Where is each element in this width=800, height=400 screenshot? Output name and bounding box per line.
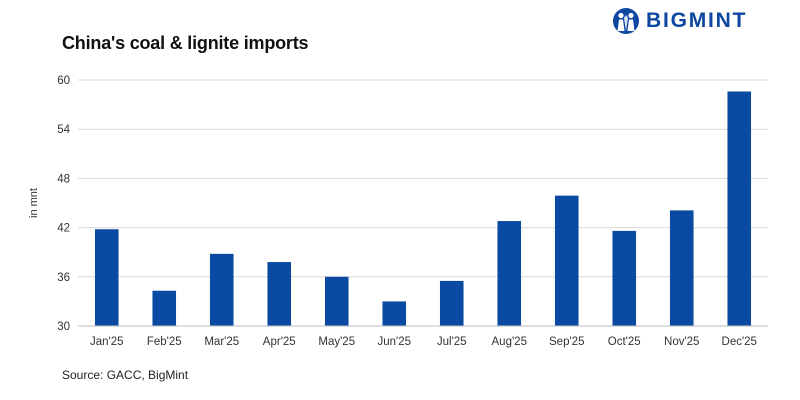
bar-may-25 [324, 276, 349, 326]
x-tick-label: Apr'25 [263, 336, 296, 348]
x-tick-label: Jun'25 [377, 336, 411, 348]
bar-aug-25 [497, 221, 522, 326]
chart-gridlines [78, 79, 768, 278]
chart-title: China's coal & lignite imports [62, 33, 309, 53]
x-tick-label: Dec'25 [722, 336, 757, 348]
bar-jul-25 [439, 280, 464, 326]
y-tick-label: 30 [57, 321, 70, 333]
bigmint-people-icon [613, 8, 639, 34]
bar-dec-25 [727, 91, 752, 326]
y-tick-label: 48 [57, 173, 70, 185]
x-tick-label: Nov'25 [664, 336, 699, 348]
y-axis-label: in mnt [28, 188, 40, 218]
x-axis-ticks: Jan'25 Feb'25 Mar'25 Apr'25 May'25 Jun'25 Jul'… [90, 336, 757, 348]
x-tick-label: May'25 [318, 336, 355, 348]
bar-feb-25 [152, 290, 177, 326]
chart-bars [94, 91, 752, 326]
y-tick-label: 42 [57, 223, 70, 235]
y-tick-label: 54 [57, 124, 70, 136]
x-tick-label: Mar'25 [204, 336, 239, 348]
x-tick-label: Sep'25 [549, 336, 584, 348]
x-tick-label: Oct'25 [608, 336, 641, 348]
bar-sep-25 [554, 195, 579, 326]
bar-apr-25 [267, 262, 292, 326]
y-axis-ticks: 30 36 42 48 54 60 [57, 75, 70, 333]
bar-nov-25 [669, 210, 694, 326]
x-tick-label: Jan'25 [90, 336, 124, 348]
bar-jan-25 [94, 229, 119, 326]
x-tick-label: Jul'25 [437, 336, 467, 348]
x-tick-label: Aug'25 [492, 336, 527, 348]
bar-oct-25 [612, 230, 637, 326]
brand-logo: BIGMINT [612, 6, 747, 36]
y-tick-label: 36 [57, 272, 70, 284]
brand-name: BIGMINT [646, 9, 748, 32]
bar-mar-25 [209, 253, 234, 326]
y-tick-label: 60 [57, 75, 70, 87]
bar-jun-25 [382, 301, 407, 326]
source-note: Source: GACC, BigMint [62, 368, 189, 382]
x-tick-label: Feb'25 [147, 336, 182, 348]
